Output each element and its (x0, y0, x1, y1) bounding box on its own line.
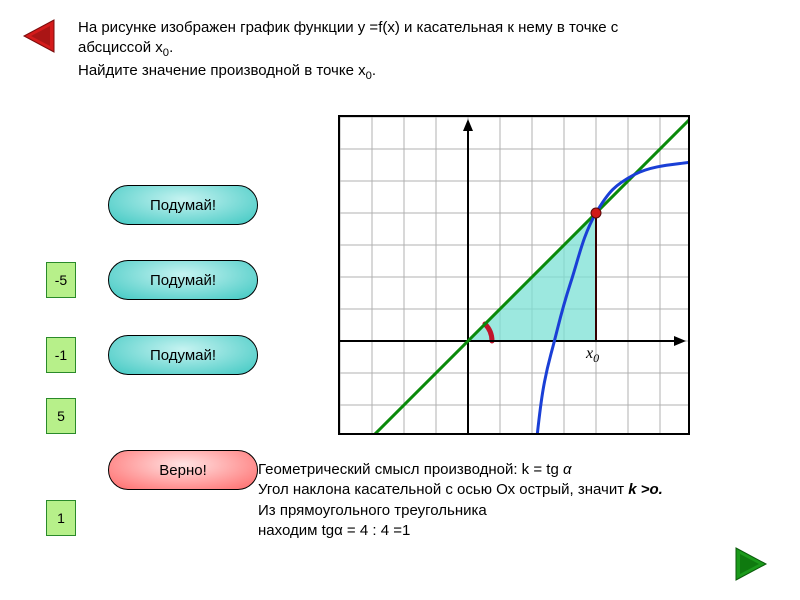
x0-label: x0 (586, 345, 599, 366)
answer-button-1[interactable]: -5 (46, 262, 76, 298)
answer-button-4[interactable]: 1 (46, 500, 76, 536)
answer-button-2[interactable]: -1 (46, 337, 76, 373)
correct-pill-label: Верно! (159, 462, 206, 479)
think-pill-1-label: Подумай! (150, 197, 216, 214)
answer-label-3: 5 (57, 409, 65, 423)
problem-line2: Найдите значение производной в точке x (78, 62, 366, 79)
explanation-text: Геометрический смысл производной: k = tg… (258, 460, 718, 541)
chart-svg (340, 117, 688, 433)
problem-text: На рисунке изображен график функции y =f… (78, 18, 678, 85)
nav-back-button[interactable] (20, 18, 56, 54)
answer-label-2: -1 (55, 348, 67, 362)
correct-pill[interactable]: Верно! (108, 450, 258, 490)
answer-label-1: -5 (55, 273, 67, 287)
think-pill-3-label: Подумай! (150, 347, 216, 364)
think-pill-2-label: Подумай! (150, 272, 216, 289)
nav-forward-button[interactable] (734, 546, 770, 582)
think-pill-2[interactable]: Подумай! (108, 260, 258, 300)
problem-line1: На рисунке изображен график функции y =f… (78, 19, 618, 56)
answer-label-4: 1 (57, 511, 65, 525)
chart-container: x0 (338, 115, 690, 435)
answer-button-3[interactable]: 5 (46, 398, 76, 434)
think-pill-3[interactable]: Подумай! (108, 335, 258, 375)
think-pill-1[interactable]: Подумай! (108, 185, 258, 225)
